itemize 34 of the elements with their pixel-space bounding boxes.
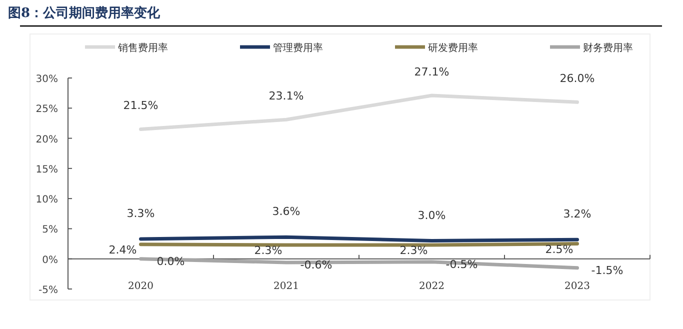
data-label: 2.4% (108, 243, 137, 256)
data-label: 3.0% (418, 208, 446, 222)
chart-title: 图8：公司期间费用率变化 (8, 5, 162, 21)
y-tick-label: -5% (38, 285, 58, 296)
data-label: 27.1% (414, 65, 450, 78)
line-series (139, 257, 579, 270)
data-label: 23.1% (268, 90, 304, 103)
y-tick-label: 0% (42, 254, 58, 266)
x-tick-label: 2022 (419, 280, 444, 292)
y-tick-label: 5% (42, 224, 58, 236)
x-tick-label: 2021 (274, 280, 299, 292)
data-label: 3.3% (126, 206, 155, 220)
legend-label: 研发费用率 (428, 42, 478, 54)
y-tick-label: 20% (36, 134, 58, 146)
data-label: 2.5% (545, 242, 574, 256)
data-label: 0.0% (156, 254, 185, 268)
y-tick-label: 30% (36, 74, 58, 85)
x-tick-label: 2020 (128, 280, 154, 292)
data-label: 2.3% (254, 244, 282, 257)
data-label: 3.6% (272, 205, 300, 218)
legend-label: 财务费用率 (583, 42, 633, 54)
y-tick-label: 15% (36, 164, 58, 176)
data-label: 21.5% (123, 99, 158, 112)
data-label: 2.3% (400, 244, 428, 257)
data-label: -0.6% (300, 258, 332, 272)
data-label: -1.5% (591, 264, 624, 277)
x-tick-label: 2023 (564, 280, 590, 292)
data-label: -0.5% (446, 258, 478, 271)
y-tick-label: 25% (36, 104, 58, 116)
data-label: 3.2% (563, 208, 592, 221)
data-label: 26.0% (560, 72, 595, 86)
legend-label: 管理费用率 (273, 42, 323, 54)
legend-label: 销售费用率 (117, 42, 168, 54)
y-tick-label: 10% (36, 194, 58, 206)
